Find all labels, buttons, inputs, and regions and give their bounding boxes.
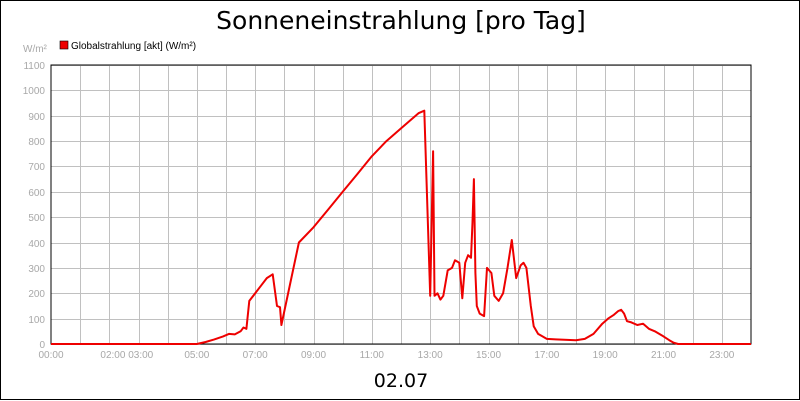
y-tick-label: 100 [28,315,45,326]
x-tick-label: 09:00 [301,350,326,361]
x-axis-date-label: 02.07 [374,370,428,392]
y-tick-label: 200 [28,289,45,300]
y-tick-label: 300 [28,264,45,275]
y-tick-label: 800 [28,137,45,148]
x-tick-label: 13:00 [418,350,443,361]
y-tick-label: 900 [28,112,45,123]
plot-border [50,64,752,345]
y-tick-label: 600 [28,188,45,199]
y-axis-ticks: 0 100 200 300 400 500 600 700 800 900 1000 1100 [23,61,46,351]
y-tick-label: 1100 [23,61,45,72]
y-tick-label: 0 [39,340,45,351]
x-tick-label: 05:00 [184,350,209,361]
x-tick-label: 07:00 [243,350,268,361]
y-tick-label: 400 [28,239,45,250]
y-tick-label: 500 [28,213,45,224]
legend-entry: Globalstrahlung [akt] (W/m²) [71,41,196,52]
x-tick-label: 21:00 [651,350,676,361]
legend-swatch [59,40,69,50]
x-tick-label: 11:00 [360,350,385,361]
x-tick-label: 17:00 [534,350,559,361]
x-tick-label: 15:00 [476,350,501,361]
y-axis-unit-label: W/m² [23,44,48,55]
y-tick-label: 1000 [23,86,46,97]
x-tick-label: 02:00 03:00 [100,350,153,361]
y-tick-label: 700 [28,162,45,173]
chart-title: Sonneneinstrahlung [pro Tag] [216,6,586,35]
grid-lines [51,65,751,345]
x-tick-label: 23:00 [709,350,734,361]
x-axis-ticks: 00:00 02:00 03:00 05:00 07:00 09:00 11:00 13:0… [38,350,734,361]
x-tick-label: 00:00 [38,350,63,361]
x-tick-label: 19:00 [593,350,618,361]
series-line-globalstrahlung [51,109,751,345]
